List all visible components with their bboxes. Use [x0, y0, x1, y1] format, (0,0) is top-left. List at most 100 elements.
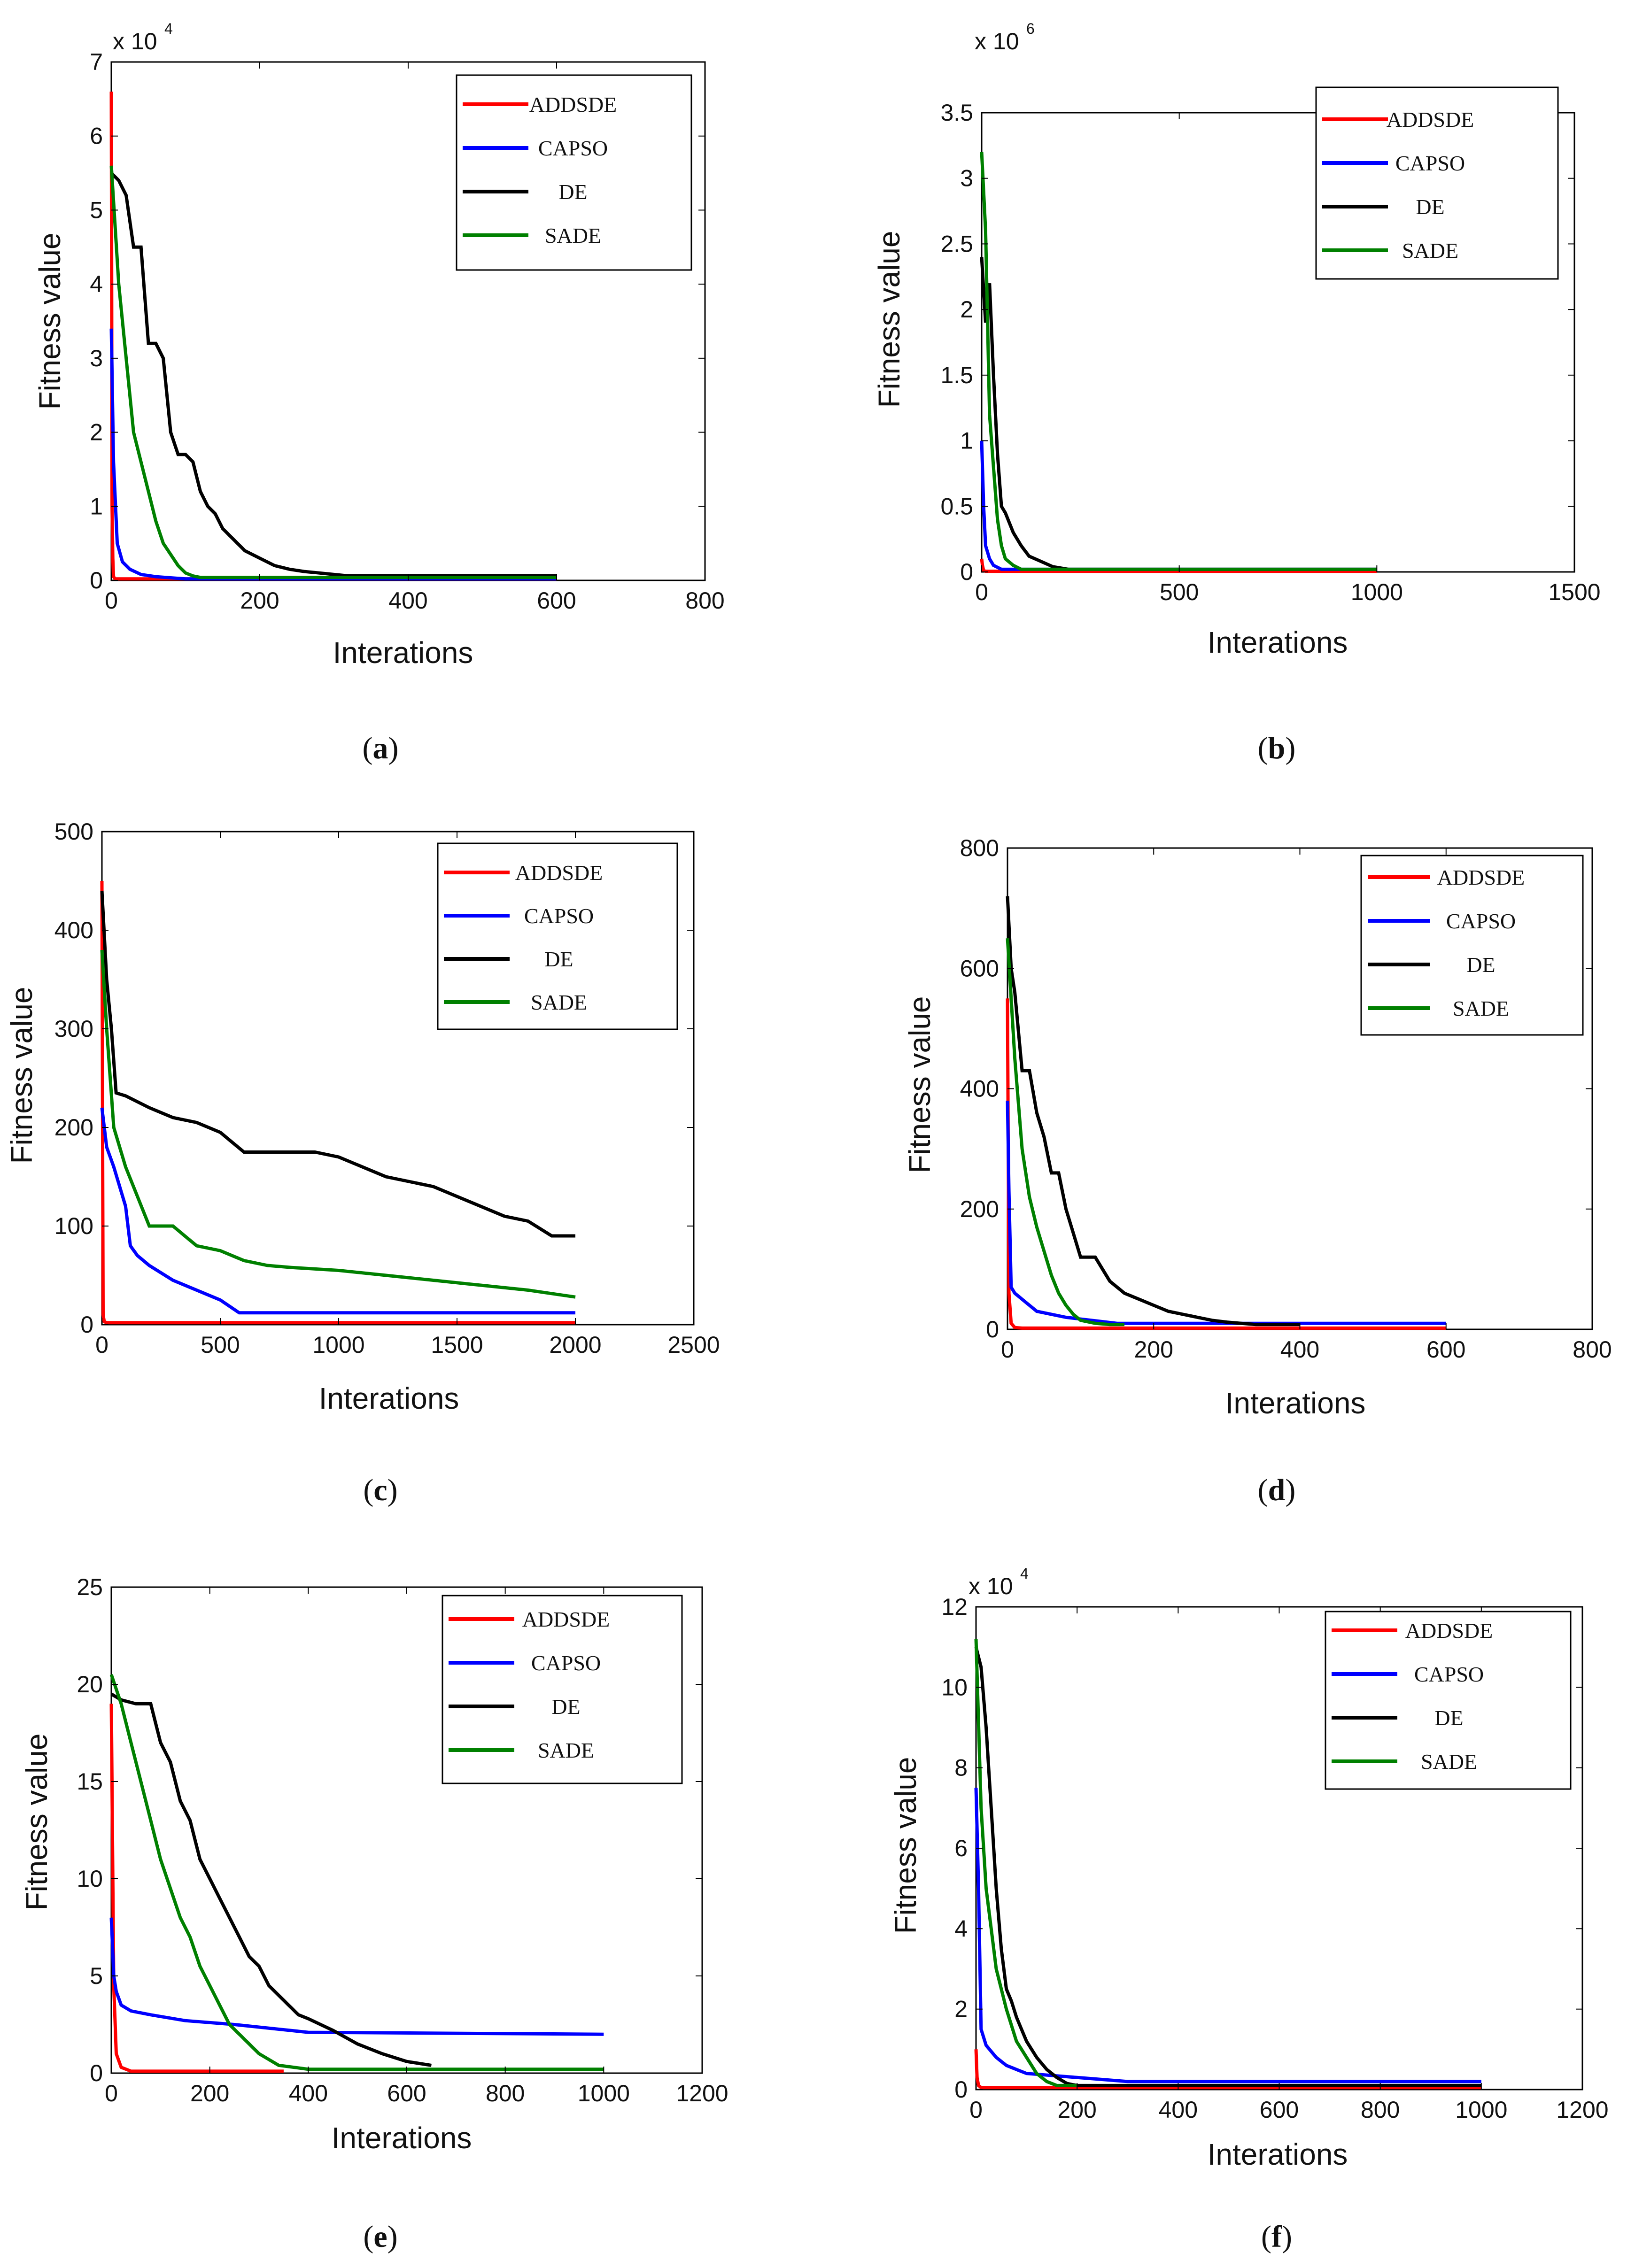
- series-line-sade-e: [109, 1674, 604, 2071]
- y-tick-label-e: 0: [90, 2060, 103, 2086]
- legend-label-sade-e: SADE: [538, 1738, 594, 1762]
- x-tick-label-e: 1200: [676, 2080, 728, 2106]
- legend-e: ADDSDE CAPSO DE SADE: [442, 1595, 683, 1784]
- legend-c: ADDSDE CAPSO DE SADE: [437, 842, 678, 1030]
- caption-e: (e): [363, 2220, 397, 2254]
- legend-box-e: [442, 1595, 683, 1784]
- x-tick-label-c: 2000: [549, 1332, 601, 1358]
- series-line-addsde-f: [974, 2049, 1481, 2090]
- series-line-sade-b: [980, 152, 1377, 571]
- caption-b: (b): [1258, 731, 1296, 765]
- y-tick-label-b: 0.5: [940, 493, 973, 519]
- legend-label-de-a: DE: [558, 180, 587, 204]
- y-tick-label-f: 2: [954, 1996, 968, 2022]
- series-line-de-c: [100, 890, 575, 1238]
- legend-box-d: [1360, 855, 1584, 1036]
- multiplier-exp-a: 4: [164, 20, 173, 37]
- legend-box-a: [456, 74, 692, 271]
- x-tick-label-b: 1000: [1351, 579, 1403, 605]
- y-tick-label-b: 2: [960, 296, 973, 323]
- x-tick-label-f: 400: [1159, 2097, 1198, 2123]
- panel-e: 0 200 400 600 800 1000 1200 0 5 10 15 20 25 Interat…: [20, 1574, 728, 2254]
- legend-label-addsde-a: ADDSDE: [529, 93, 617, 116]
- yticks-e: 0 5 10 15 20 25: [77, 1574, 702, 2086]
- y-axis-label-a: Fitness value: [33, 232, 67, 409]
- y-axis-label-d: Fitness value: [903, 996, 937, 1173]
- legend-label-capso-c: CAPSO: [524, 904, 594, 928]
- xticks-d: 0 200 400 600 800: [1001, 848, 1612, 1363]
- legend-label-capso-b: CAPSO: [1395, 151, 1465, 175]
- legend-label-sade-d: SADE: [1453, 996, 1509, 1020]
- series-line-addsde-c: [100, 880, 575, 1325]
- series-e: [109, 1674, 604, 2073]
- xticks-b: 0 500 1000 1500: [975, 113, 1601, 605]
- yticks-d: 0 200 400 600 800: [960, 835, 1592, 1342]
- legend-label-addsde-f: ADDSDE: [1405, 1619, 1493, 1643]
- y-tick-label-a: 6: [90, 123, 103, 149]
- x-tick-label-e: 800: [486, 2080, 525, 2106]
- y-tick-label-b: 1: [960, 428, 973, 454]
- y-tick-label-a: 3: [90, 345, 103, 371]
- y-tick-label-b: 2.5: [940, 231, 973, 257]
- series-line-de-b: [980, 257, 1377, 571]
- series-f: [974, 1639, 1481, 2090]
- x-axis-label-b: Interations: [1208, 625, 1348, 659]
- x-tick-label-b: 0: [975, 579, 988, 605]
- x-tick-label-a: 0: [105, 587, 118, 614]
- series-d: [1006, 896, 1446, 1330]
- y-axis-label-e: Fitness value: [20, 1733, 54, 1910]
- series-b: [980, 152, 1377, 573]
- caption-f: (f): [1261, 2220, 1292, 2254]
- x-tick-label-d: 200: [1134, 1336, 1173, 1363]
- multiplier-b: x 10: [975, 28, 1019, 54]
- series-line-capso-a: [109, 328, 557, 581]
- y-tick-label-c: 300: [54, 1016, 93, 1042]
- legend-label-capso-f: CAPSO: [1414, 1662, 1484, 1686]
- legend-b: ADDSDE CAPSO DE SADE: [1315, 86, 1559, 280]
- xticks-f: 0 200 400 600 800 1000 1200: [969, 1607, 1609, 2123]
- y-tick-label-c: 100: [54, 1213, 93, 1239]
- legend-label-addsde-d: ADDSDE: [1437, 865, 1525, 889]
- y-tick-label-e: 10: [77, 1866, 103, 1892]
- x-tick-label-c: 2500: [667, 1332, 720, 1358]
- legend-label-addsde-e: ADDSDE: [522, 1607, 610, 1631]
- series-line-de-f: [974, 1646, 1481, 2087]
- legend-label-capso-d: CAPSO: [1446, 909, 1516, 933]
- panel-b: 0 500 1000 1500 0 0.5 1 1.5 2 2.5 3 3.5 x 10 6 Int…: [872, 20, 1601, 765]
- legend-label-de-d: DE: [1466, 953, 1495, 977]
- x-tick-label-e: 0: [105, 2080, 118, 2106]
- y-tick-label-a: 2: [90, 419, 103, 446]
- x-axis-label-f: Interations: [1208, 2137, 1348, 2171]
- legend-label-de-e: DE: [551, 1695, 580, 1719]
- y-tick-label-f: 6: [954, 1835, 968, 1861]
- y-tick-label-d: 200: [960, 1196, 999, 1222]
- y-tick-label-f: 10: [941, 1674, 968, 1700]
- y-tick-label-d: 800: [960, 835, 999, 861]
- series-line-addsde-b: [980, 558, 1377, 573]
- x-tick-label-c: 1000: [312, 1332, 364, 1358]
- xticks-c: 0 500 1000 1500 2000 2500: [95, 832, 720, 1358]
- xticks-a: 0 200 400 600 800: [105, 62, 725, 614]
- y-tick-label-c: 0: [80, 1311, 93, 1338]
- y-tick-label-a: 5: [90, 197, 103, 223]
- x-tick-label-f: 1000: [1455, 2097, 1507, 2123]
- y-tick-label-f: 0: [954, 2076, 968, 2103]
- series-c: [100, 880, 576, 1325]
- y-tick-label-c: 200: [54, 1114, 93, 1141]
- y-tick-label-d: 600: [960, 955, 999, 981]
- x-tick-label-f: 200: [1057, 2097, 1096, 2123]
- y-tick-label-d: 0: [986, 1316, 999, 1342]
- series-line-de-e: [110, 1692, 432, 2067]
- legend-d: ADDSDE CAPSO DE SADE: [1360, 855, 1584, 1036]
- x-tick-label-a: 800: [685, 587, 724, 614]
- panel-a: 0 200 400 600 800 0 1 2 3 4 5 6 7 x 10 4 Interation…: [33, 20, 725, 765]
- panel-c: 0 500 1000 1500 2000 2500 0 100 200 300 400 500 In…: [5, 818, 720, 1507]
- y-tick-label-c: 500: [54, 818, 93, 845]
- y-tick-label-b: 3.5: [940, 100, 973, 126]
- series-line-sade-f: [974, 1639, 1077, 2087]
- y-axis-label-b: Fitness value: [872, 231, 906, 408]
- y-tick-label-f: 8: [954, 1755, 968, 1781]
- series-line-sade-c: [100, 949, 576, 1299]
- y-tick-label-e: 5: [90, 1963, 103, 1989]
- y-tick-label-e: 15: [77, 1768, 103, 1795]
